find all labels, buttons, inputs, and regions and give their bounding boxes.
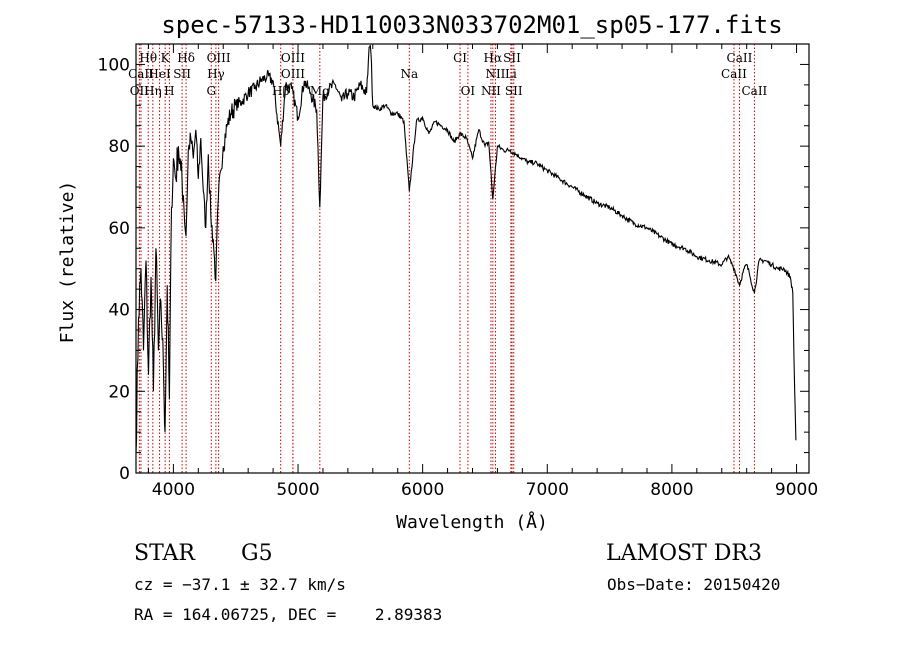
y-tick-label: 100	[98, 55, 130, 75]
spectral-line-label: SII	[505, 84, 523, 98]
y-tick-label: 0	[119, 464, 130, 484]
spectral-line-label: Hα	[484, 51, 503, 65]
spectral-line-label: OIII	[207, 51, 231, 65]
x-axis-label: Wavelength (Å)	[396, 511, 548, 533]
object-class: STAR	[134, 541, 196, 566]
spectral-line-label: Hθ	[139, 51, 157, 65]
spectral-line-label: H	[164, 84, 174, 98]
spectral-line-label: Na	[400, 67, 418, 81]
y-tick-label: 80	[108, 137, 130, 157]
spectral-line-label: NII	[481, 84, 501, 98]
chart-title: spec-57133-HD110033N033702M01_sp05-177.f…	[161, 11, 782, 39]
spectral-line-label: Hδ	[177, 51, 195, 65]
y-tick-label: 60	[108, 219, 130, 239]
ra-dec-coords: RA = 164.06725, DEC = 2.89383	[134, 605, 442, 624]
obs-date: Obs−Date: 20150420	[607, 575, 780, 594]
survey-name: LAMOST DR3	[606, 541, 762, 566]
spectral-line-label: K	[161, 51, 171, 65]
y-axis-label: Flux (relative)	[57, 181, 78, 344]
x-tick-label: 6000	[401, 480, 444, 500]
spectral-line-label: CaII	[727, 51, 753, 65]
spectral-line-label: OII	[130, 84, 150, 98]
spectral-line-label: CaII	[721, 67, 747, 81]
spectral-line-label: Hη	[144, 84, 162, 98]
spectral-line-label: CaII	[128, 67, 154, 81]
y-tick-label: 40	[108, 301, 130, 321]
spectral-line-label: OIII	[281, 67, 305, 81]
spectral-line-label: HeI	[148, 67, 171, 81]
spectral-line-label: OIII	[281, 51, 305, 65]
spectrum-series-line	[135, 44, 797, 453]
spectral-line-label: CaII	[741, 84, 767, 98]
spectral-line-label: CI	[453, 51, 467, 65]
spectral-line-label: SII	[173, 67, 191, 81]
spectral-line-label: NII	[485, 67, 505, 81]
x-tick-label: 8000	[650, 480, 693, 500]
spectral-line-label: Hγ	[207, 67, 225, 81]
x-tick-label: 5000	[276, 480, 319, 500]
x-tick-label: 7000	[526, 480, 569, 500]
axis-ticks: 4000 5000 6000 7000 8000 9000 0 20 40 60 80 100	[98, 44, 818, 500]
y-tick-label: 20	[108, 382, 130, 402]
redshift-cz: cz = −37.1 ± 32.7 km/s	[134, 575, 346, 594]
spectral-subclass: G5	[241, 541, 273, 566]
spectral-line-label: Mg	[310, 84, 330, 98]
spectral-line-label: OI	[461, 84, 476, 98]
spectral-line-label: Li	[505, 67, 517, 81]
x-tick-label: 9000	[775, 480, 818, 500]
spectral-line-label: SII	[503, 51, 521, 65]
spectral-line-label: G	[206, 84, 216, 98]
x-tick-label: 4000	[152, 480, 195, 500]
